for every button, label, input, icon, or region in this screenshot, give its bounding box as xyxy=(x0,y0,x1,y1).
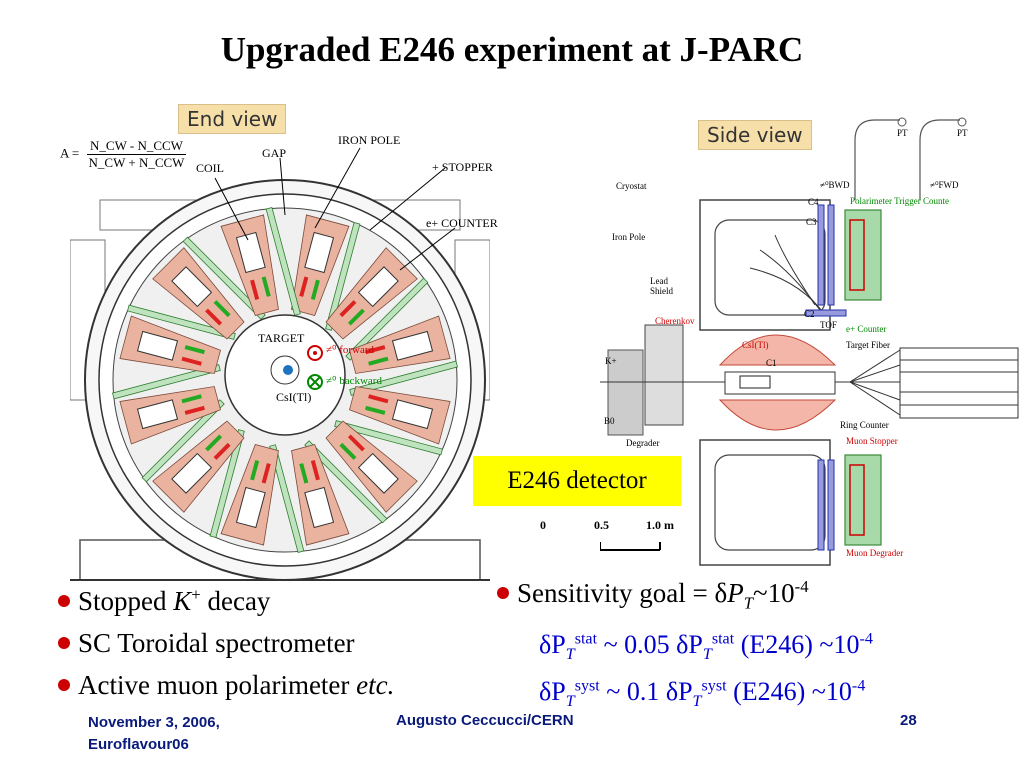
kplus-label: K+ xyxy=(605,356,617,366)
degrader-label: Degrader xyxy=(626,438,660,448)
toroid-sector xyxy=(291,214,361,331)
backward-marker xyxy=(307,374,323,390)
iron-pole-label: IRON POLE xyxy=(338,133,401,147)
bullet-dot xyxy=(497,586,509,599)
right-bullet-block: Sensitivity goal = δPT~10-4 δPTstat ~ 0.… xyxy=(497,566,873,711)
sensitivity-goal: Sensitivity goal = δPT~10-4 xyxy=(497,566,873,624)
footer-date: November 3, 2006, Euroflavour06 xyxy=(88,712,220,756)
bwd-label: ≠⁰BWD xyxy=(820,180,850,190)
csi-label: CsI(Tl) xyxy=(276,390,312,404)
footer-event-text: Euroflavour06 xyxy=(88,736,189,753)
target-fiber-label: Target Fiber xyxy=(846,340,890,350)
toroid-sector xyxy=(325,247,429,361)
formula-numerator: N_CW - N_CCW xyxy=(86,138,187,155)
toroid-sector xyxy=(349,315,458,396)
b0-label: B0 xyxy=(604,416,615,426)
end-view-diagram xyxy=(70,147,490,581)
left-bullet-list: Stopped K+ decay SC Toroidal spectromete… xyxy=(58,574,394,706)
bullet-toroidal: SC Toroidal spectrometer xyxy=(58,622,394,664)
bullet-dot xyxy=(58,636,70,649)
e246-detector-label: E246 detector xyxy=(473,456,681,506)
c3-label: C3 xyxy=(806,217,817,227)
toroid-sector xyxy=(112,364,221,445)
toroid-sector xyxy=(209,429,279,546)
toroid-sector xyxy=(334,386,451,456)
toroid-sector xyxy=(141,399,245,513)
footer-date-text: November 3, 2006, xyxy=(88,714,220,731)
pol-trigger-label: Polarimeter Trigger Counte xyxy=(850,196,949,206)
muon-stopper-label: Muon Stopper xyxy=(846,436,898,446)
side-csi-label: CsI(Tl) xyxy=(742,340,769,350)
c4-label: C4 xyxy=(808,197,819,207)
muon-degrader-label: Muon Degrader xyxy=(846,548,904,558)
forward-label: ≠⁰ forward xyxy=(326,344,375,356)
pt-label-1: PT xyxy=(897,128,908,138)
scale-0: 0 xyxy=(540,518,546,532)
scale-1: 1.0 m xyxy=(646,518,674,532)
formula-denominator: N_CW + N_CCW xyxy=(88,155,185,170)
ring-counter-label: Ring Counter xyxy=(840,420,889,430)
coil-label: COIL xyxy=(196,161,224,175)
toroid-sector xyxy=(269,444,350,553)
toroid-sectors xyxy=(112,207,458,553)
bullet-polarimeter: Active muon polarimeter etc. xyxy=(58,664,394,706)
toroid-sector xyxy=(304,420,418,524)
slide-title: Upgraded E246 experiment at J-PARC xyxy=(220,30,804,69)
cryostat-label: Cryostat xyxy=(616,181,647,191)
stopper-label: + STOPPER xyxy=(432,160,493,174)
side-iron-pole-label: Iron Pole xyxy=(612,232,646,242)
formula-fraction: N_CW - N_CCW N_CW + N_CCW xyxy=(86,138,187,171)
stat-line: δPTstat ~ 0.05 δPTstat (E246) ~10-4 xyxy=(539,630,873,664)
e-counter-label: e+ COUNTER xyxy=(426,216,498,230)
tof-label: TOF xyxy=(820,320,837,330)
target-dot xyxy=(283,365,293,375)
toroid-sector xyxy=(119,304,236,374)
toroid-sector xyxy=(152,236,266,340)
c2-label: C2 xyxy=(804,309,815,319)
end-view-label: End view xyxy=(178,104,287,134)
asymmetry-formula: A = N_CW - N_CCW N_CW + N_CCW xyxy=(60,138,187,171)
scale-05: 0.5 xyxy=(594,518,609,532)
toroid-sector xyxy=(220,207,301,316)
lead-shield-label: Lead Shield xyxy=(650,276,674,296)
side-view-diagram xyxy=(600,117,1019,566)
cherenkov-label: Cherenkov xyxy=(655,316,695,326)
c1-label: C1 xyxy=(766,358,777,368)
page-number: 28 xyxy=(900,712,917,729)
target-label: TARGET xyxy=(258,331,305,345)
side-view-label: Side view xyxy=(698,120,812,150)
gap-label: GAP xyxy=(262,146,287,160)
pt-label-2: PT xyxy=(957,128,968,138)
formula-lhs: A = xyxy=(60,145,80,161)
forward-marker xyxy=(307,345,323,361)
bullet-dot xyxy=(58,678,70,691)
e-counter-side-label: e+ Counter xyxy=(846,324,887,334)
syst-line: δPTsyst ~ 0.1 δPTsyst (E246) ~10-4 xyxy=(539,676,866,710)
backward-label: ≠⁰ backward xyxy=(326,375,382,387)
bullet-dot xyxy=(58,594,70,607)
bullet-stopped-k: Stopped K+ decay xyxy=(58,574,394,622)
fwd-label: ≠⁰FWD xyxy=(930,180,959,190)
footer-author: Augusto Ceccucci/CERN xyxy=(396,712,574,729)
